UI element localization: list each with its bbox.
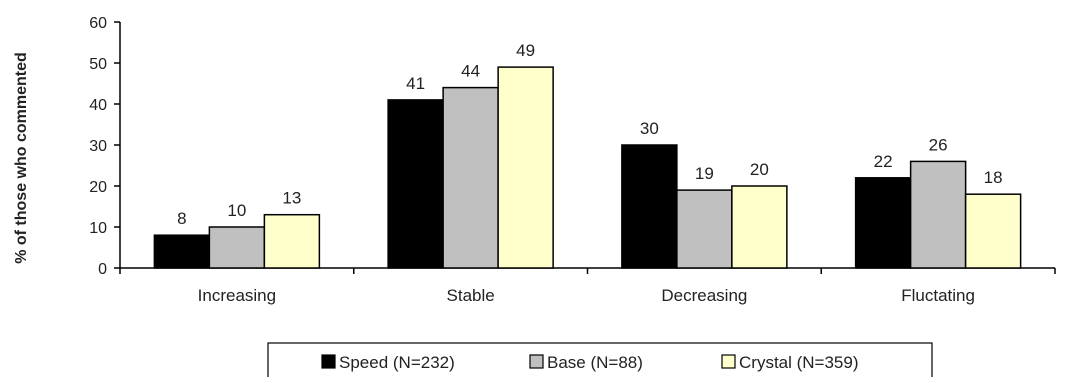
data-label: 26 [929, 135, 948, 154]
legend-swatch [529, 354, 544, 369]
data-label: 30 [640, 119, 659, 138]
data-label: 20 [750, 160, 769, 179]
data-label: 49 [516, 41, 535, 60]
y-tick-label: 40 [89, 97, 107, 114]
bar [676, 189, 733, 269]
x-tick-label: Decreasing [661, 286, 747, 305]
data-label: 10 [227, 201, 246, 220]
y-tick-label: 50 [89, 56, 107, 73]
legend-label: Base (N=88) [547, 353, 643, 372]
legend-swatch [321, 354, 336, 369]
x-axis: Increasing Stable Decreasing Fluctating [119, 267, 1056, 305]
legend-label: Speed (N=232) [339, 353, 455, 372]
bar [263, 213, 321, 269]
bar [964, 193, 1022, 269]
legend-box [267, 342, 933, 377]
bar [442, 86, 499, 269]
y-tick-label: 60 [89, 15, 107, 32]
y-tick-label: 10 [89, 220, 107, 237]
bars [153, 66, 1022, 269]
legend-label: Crystal (N=359) [739, 353, 859, 372]
y-tick-label: 30 [89, 138, 107, 155]
data-label: 41 [406, 74, 425, 93]
legend-swatch [721, 354, 736, 369]
data-label: 18 [984, 168, 1003, 187]
bar [208, 226, 266, 269]
data-labels: 8 41 30 22 10 44 19 26 13 49 20 18 [177, 41, 1002, 228]
y-axis-label: % of those who commented [13, 52, 30, 264]
x-tick-label: Increasing [198, 286, 276, 305]
data-label: 22 [874, 152, 893, 171]
bar [621, 144, 678, 269]
bar [854, 177, 912, 269]
y-tick-label: 20 [89, 179, 107, 196]
bar [153, 234, 211, 269]
x-tick-label: Stable [447, 286, 495, 305]
data-label: 19 [695, 164, 714, 183]
data-label: 44 [461, 62, 480, 81]
y-axis: 0 10 20 30 40 50 60 [89, 15, 121, 278]
data-label: 13 [282, 189, 301, 208]
y-tick-label: 0 [98, 261, 107, 278]
bar [387, 99, 444, 269]
legend: Speed (N=232) Base (N=88) Crystal (N=359) [267, 342, 933, 377]
bar [731, 185, 788, 269]
data-label: 8 [177, 209, 186, 228]
bar [909, 160, 967, 269]
x-tick-label: Fluctating [901, 286, 975, 305]
bar [497, 66, 554, 269]
